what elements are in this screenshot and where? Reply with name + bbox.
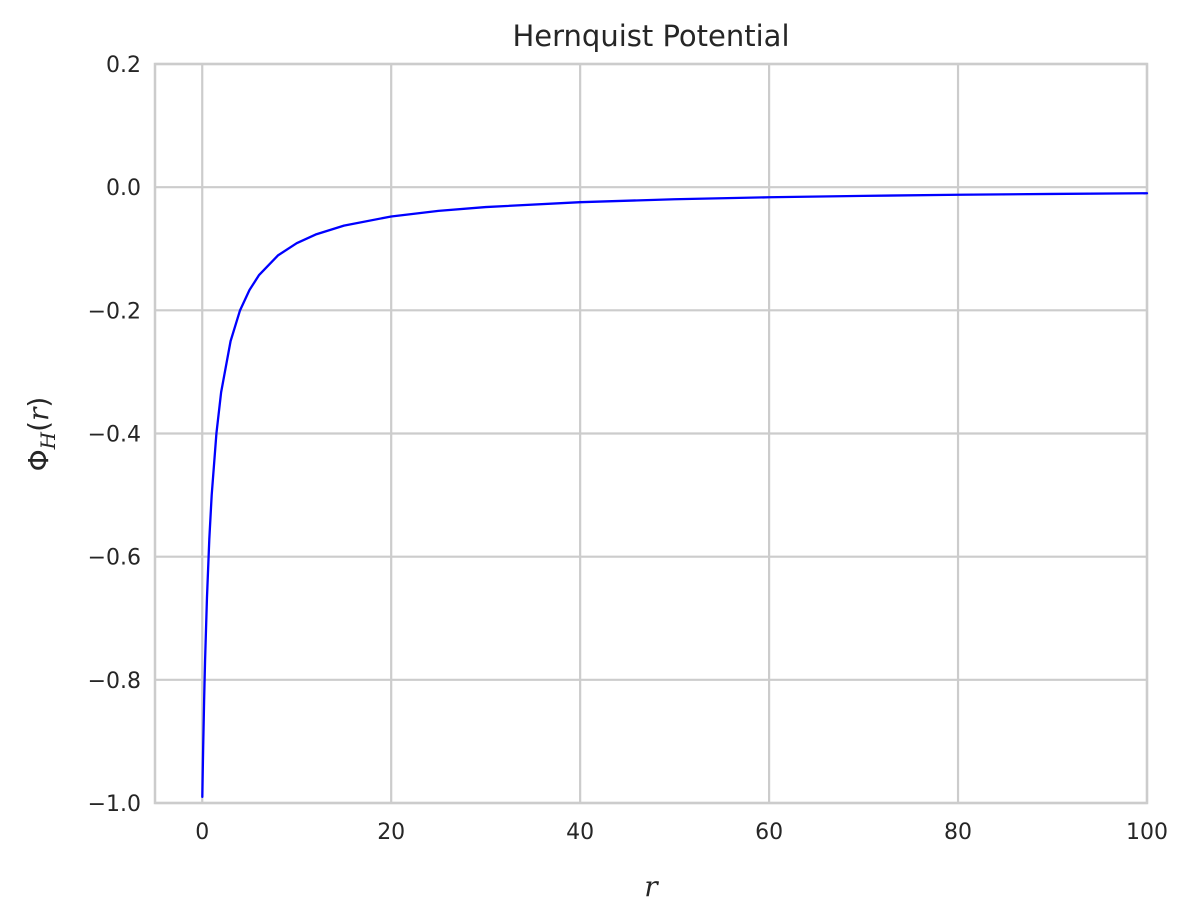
y-tick-label: −0.4 bbox=[88, 423, 141, 448]
y-axis-label-symbol: Φ bbox=[22, 449, 55, 471]
axes-frame bbox=[153, 62, 1149, 805]
x-tick-label: 100 bbox=[1126, 820, 1168, 845]
x-tick-label: 20 bbox=[377, 820, 405, 845]
y-axis-label-subscript: H bbox=[36, 431, 60, 450]
grid-lines bbox=[155, 62, 1149, 805]
potential-curve bbox=[201, 192, 1149, 798]
y-tick-label: −0.6 bbox=[88, 546, 141, 571]
x-tick-label: 60 bbox=[755, 820, 783, 845]
y-axis-label-close: ) bbox=[22, 397, 55, 408]
y-tick-label: −0.2 bbox=[88, 299, 141, 324]
y-tick-labels: 0.2 0.0 −0.2 −0.4 −0.6 −0.8 −1.0 bbox=[88, 53, 141, 817]
y-tick-label: −0.8 bbox=[88, 669, 141, 694]
x-tick-label: 40 bbox=[566, 820, 594, 845]
y-axis-label-var: r bbox=[22, 406, 55, 421]
x-tick-label: 0 bbox=[195, 820, 209, 845]
x-tick-label: 80 bbox=[944, 820, 972, 845]
x-tick-labels: 0 20 40 60 80 100 bbox=[195, 820, 1168, 845]
y-tick-label: −1.0 bbox=[88, 792, 141, 817]
chart-title: Hernquist Potential bbox=[512, 19, 789, 53]
y-tick-label: 0.2 bbox=[106, 53, 141, 78]
y-tick-label: 0.0 bbox=[106, 176, 141, 201]
series-layer bbox=[201, 192, 1149, 798]
axes-spines bbox=[153, 62, 1149, 805]
x-axis-label: r bbox=[644, 870, 659, 903]
y-axis-label: ΦH(r) bbox=[22, 397, 60, 472]
y-axis-label-open: ( bbox=[22, 421, 55, 432]
